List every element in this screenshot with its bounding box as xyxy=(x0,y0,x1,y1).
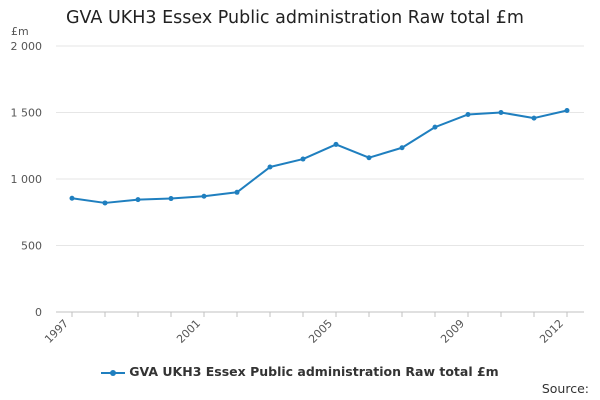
data-point xyxy=(498,110,504,115)
y-tick-label: 0 xyxy=(35,306,42,319)
x-tick-label: 2005 xyxy=(306,317,335,346)
gridlines xyxy=(56,45,584,313)
legend-label: GVA UKH3 Essex Public administration Raw… xyxy=(129,364,499,379)
x-tick-label: 2009 xyxy=(438,317,467,346)
y-tick-label: 1 500 xyxy=(11,107,43,120)
data-point xyxy=(267,164,273,170)
y-axis-label: £m xyxy=(11,25,29,38)
data-point xyxy=(234,189,240,195)
axes: 0 500 1 000 1 500 2 000 £m 1997 2001 2005 2009 201… xyxy=(11,25,568,346)
data-point xyxy=(333,141,339,147)
data-point xyxy=(531,115,537,121)
data-point xyxy=(366,155,372,161)
data-point xyxy=(399,145,405,151)
data-point xyxy=(564,108,570,114)
data-point xyxy=(432,124,438,130)
y-tick-label: 500 xyxy=(21,240,42,253)
legend[interactable]: GVA UKH3 Essex Public administration Raw… xyxy=(0,364,600,379)
data-point xyxy=(201,193,207,199)
y-tick-label: 2 000 xyxy=(11,40,43,53)
legend-swatch-icon xyxy=(101,368,126,378)
x-tick-label: 2001 xyxy=(174,317,203,346)
data-point xyxy=(465,111,471,117)
data-point xyxy=(69,195,75,201)
x-tick-label: 2012 xyxy=(537,317,566,346)
series-layer xyxy=(69,108,570,206)
series-line xyxy=(71,109,568,204)
chart-title: GVA UKH3 Essex Public administration Raw… xyxy=(66,8,524,28)
source-label: Source: xyxy=(541,381,589,396)
data-point xyxy=(135,197,141,203)
data-point xyxy=(102,200,108,206)
y-tick-label: 1 000 xyxy=(11,173,43,186)
data-point xyxy=(300,156,306,162)
x-tick-label: 1997 xyxy=(42,317,71,346)
data-point xyxy=(168,196,174,202)
